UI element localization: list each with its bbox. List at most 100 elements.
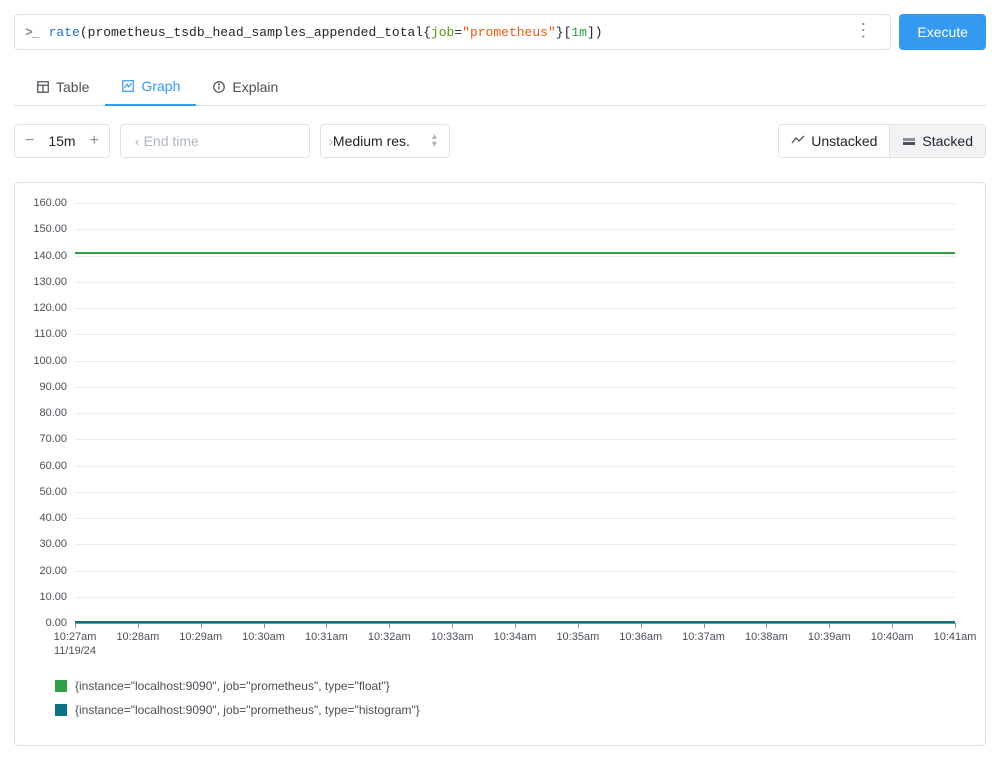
sort-icon: ▴▾ (432, 133, 437, 149)
range-value: 15m (44, 133, 79, 149)
x-tick (452, 623, 453, 628)
tab-explain[interactable]: Explain (196, 69, 294, 105)
x-tick (704, 623, 705, 628)
y-axis-label: 30.00 (27, 538, 75, 550)
x-axis-label: 10:35am (556, 631, 599, 643)
grid-line (75, 334, 955, 335)
y-axis-label: 10.00 (27, 591, 75, 603)
time-range-stepper: − 15m + (14, 124, 110, 158)
x-tick (641, 623, 642, 628)
chevron-left-icon[interactable]: ‹ (131, 133, 144, 149)
table-icon (36, 80, 50, 94)
grid-line (75, 203, 955, 204)
query-expression: rate(prometheus_tsdb_head_samples_append… (49, 25, 847, 40)
execute-button[interactable]: Execute (899, 14, 986, 50)
x-tick (389, 623, 390, 628)
y-axis-label: 140.00 (27, 250, 75, 262)
x-axis-label: 10:31am (305, 631, 348, 643)
x-axis-label: 10:27am (54, 631, 97, 643)
stack-toggle: Unstacked Stacked (778, 124, 986, 158)
x-axis-label: 10:34am (494, 631, 537, 643)
unstacked-button[interactable]: Unstacked (779, 125, 890, 157)
query-input[interactable]: >_ rate(prometheus_tsdb_head_samples_app… (14, 14, 891, 50)
x-tick (264, 623, 265, 628)
stacked-icon (902, 134, 916, 149)
tab-graph[interactable]: Graph (105, 68, 196, 106)
tab-label: Table (56, 79, 89, 95)
graph-icon (121, 79, 135, 93)
x-axis-label: 10:33am (431, 631, 474, 643)
x-tick (138, 623, 139, 628)
x-axis-label: 10:36am (619, 631, 662, 643)
y-axis-label: 70.00 (27, 433, 75, 445)
grid-line (75, 256, 955, 257)
x-axis-label: 10:30am (242, 631, 285, 643)
x-tick (75, 623, 76, 628)
x-axis-label: 10:37am (682, 631, 725, 643)
resolution-label: Medium res. (333, 133, 410, 149)
grid-line (75, 492, 955, 493)
grid-line (75, 229, 955, 230)
range-decrease-button[interactable]: − (15, 125, 44, 157)
grid-line (75, 597, 955, 598)
chart-plot-area[interactable]: 0.0010.0020.0030.0040.0050.0060.0070.008… (75, 203, 955, 623)
x-axis-date: 11/19/24 (54, 645, 96, 657)
end-time-input[interactable] (144, 133, 325, 149)
tab-table[interactable]: Table (20, 69, 105, 105)
grid-line (75, 387, 955, 388)
view-tabs: Table Graph Explain (14, 68, 986, 106)
x-axis-label: 10:39am (808, 631, 851, 643)
grid-line (75, 282, 955, 283)
x-tick (955, 623, 956, 628)
legend-swatch (55, 704, 67, 716)
grid-line (75, 544, 955, 545)
tab-label: Explain (232, 79, 278, 95)
x-tick (766, 623, 767, 628)
y-axis-label: 60.00 (27, 460, 75, 472)
chart-panel: 0.00 10.00 20.00 30.00 40.00 50.00 60.00 70.00 8… (14, 182, 986, 746)
grid-line (75, 413, 955, 414)
chart-x-axis: 10:27am11/19/2410:28am10:29am10:30am10:3… (75, 623, 955, 651)
x-axis-label: 10:40am (871, 631, 914, 643)
y-axis-label: 120.00 (27, 302, 75, 314)
unstacked-icon (791, 134, 805, 149)
range-increase-button[interactable]: + (80, 125, 109, 157)
y-axis-label: 110.00 (27, 328, 75, 340)
explain-icon (212, 80, 226, 94)
resolution-select[interactable]: Medium res. ▴▾ (320, 124, 450, 158)
stacked-label: Stacked (922, 133, 973, 149)
x-axis-label: 10:32am (368, 631, 411, 643)
grid-line (75, 439, 955, 440)
x-tick (892, 623, 893, 628)
unstacked-label: Unstacked (811, 133, 877, 149)
x-axis-label: 10:29am (179, 631, 222, 643)
y-axis-label: 130.00 (27, 276, 75, 288)
y-axis-label: 160.00 (27, 197, 75, 209)
x-axis-label: 10:38am (745, 631, 788, 643)
query-menu-icon[interactable]: ⋮ (846, 23, 880, 41)
end-time-picker[interactable]: ‹ › (120, 124, 310, 158)
x-tick (326, 623, 327, 628)
y-axis-label: 0.00 (27, 617, 75, 629)
y-axis-label: 40.00 (27, 512, 75, 524)
legend-item[interactable]: {instance="localhost:9090", job="prometh… (55, 679, 975, 693)
y-axis-label: 50.00 (27, 486, 75, 498)
tab-label: Graph (141, 78, 180, 94)
legend-item[interactable]: {instance="localhost:9090", job="prometh… (55, 703, 975, 717)
y-axis-label: 90.00 (27, 381, 75, 393)
legend-swatch (55, 680, 67, 692)
grid-line (75, 361, 955, 362)
series-line[interactable] (75, 252, 955, 254)
prompt-icon: >_ (25, 25, 39, 40)
y-axis-label: 20.00 (27, 565, 75, 577)
x-tick (829, 623, 830, 628)
grid-line (75, 308, 955, 309)
y-axis-label: 150.00 (27, 223, 75, 235)
stacked-button[interactable]: Stacked (890, 125, 985, 157)
legend-label: {instance="localhost:9090", job="prometh… (75, 679, 390, 693)
x-tick (201, 623, 202, 628)
x-tick (578, 623, 579, 628)
x-tick (515, 623, 516, 628)
y-axis-label: 80.00 (27, 407, 75, 419)
x-axis-label: 10:28am (116, 631, 159, 643)
